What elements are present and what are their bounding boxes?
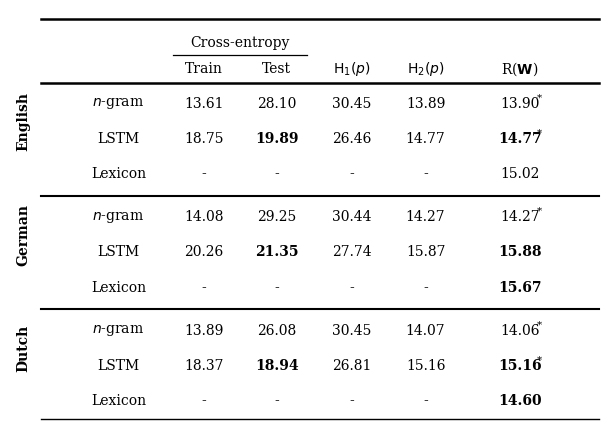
Text: 13.61: 13.61 [184,97,223,111]
Text: 13.89: 13.89 [406,97,445,111]
Text: -: - [201,394,206,408]
Text: *: * [537,94,542,102]
Text: 14.77: 14.77 [498,132,542,146]
Text: -: - [423,167,428,181]
Text: -: - [201,281,206,295]
Text: -: - [349,167,354,181]
Text: 28.10: 28.10 [257,97,296,111]
Text: 14.07: 14.07 [406,324,446,338]
Text: 20.26: 20.26 [184,246,223,259]
Text: 26.81: 26.81 [332,359,371,373]
Text: -: - [423,281,428,295]
Text: *: * [537,129,542,138]
Text: Test: Test [262,62,291,76]
Text: $n$-gram: $n$-gram [92,210,145,224]
Text: $n$-gram: $n$-gram [92,96,145,111]
Text: Lexicon: Lexicon [91,167,146,181]
Text: -: - [274,394,279,408]
Text: *: * [537,207,542,216]
Text: 18.75: 18.75 [184,132,223,146]
Text: LSTM: LSTM [97,132,140,146]
Text: 19.89: 19.89 [255,132,299,146]
Text: 18.37: 18.37 [184,359,223,373]
Text: $n$-gram: $n$-gram [92,323,145,338]
Text: LSTM: LSTM [97,359,140,373]
Text: LSTM: LSTM [97,246,140,259]
Text: -: - [274,281,279,295]
Text: 14.27: 14.27 [500,210,540,224]
Text: 13.90: 13.90 [500,97,539,111]
Text: 14.08: 14.08 [184,210,223,224]
Text: 15.87: 15.87 [406,246,445,259]
Text: Dutch: Dutch [16,325,30,372]
Text: Cross-entropy: Cross-entropy [190,36,290,50]
Text: 15.02: 15.02 [500,167,539,181]
Text: 15.88: 15.88 [498,246,542,259]
Text: 13.89: 13.89 [184,324,223,338]
Text: 27.74: 27.74 [331,246,371,259]
Text: Lexicon: Lexicon [91,394,146,408]
Text: $\mathrm{H}_1(p)$: $\mathrm{H}_1(p)$ [333,60,370,78]
Text: $\mathrm{H}_2(p)$: $\mathrm{H}_2(p)$ [407,60,444,78]
Text: *: * [537,356,542,365]
Text: -: - [349,394,354,408]
Text: 26.46: 26.46 [332,132,371,146]
Text: 15.16: 15.16 [406,359,445,373]
Text: 14.27: 14.27 [406,210,446,224]
Text: 14.06: 14.06 [500,324,539,338]
Text: 14.60: 14.60 [498,394,542,408]
Text: 18.94: 18.94 [255,359,299,373]
Text: 29.25: 29.25 [257,210,296,224]
Text: Train: Train [185,62,223,76]
Text: 30.45: 30.45 [332,97,371,111]
Text: *: * [537,321,542,329]
Text: 26.08: 26.08 [257,324,296,338]
Text: German: German [16,204,30,266]
Text: 14.77: 14.77 [406,132,446,146]
Text: 30.44: 30.44 [332,210,371,224]
Text: -: - [349,281,354,295]
Text: Lexicon: Lexicon [91,281,146,295]
Text: 21.35: 21.35 [255,246,299,259]
Text: English: English [16,92,30,151]
Text: R($\mathbf{W}$): R($\mathbf{W}$) [501,60,539,78]
Text: 15.16: 15.16 [498,359,542,373]
Text: -: - [423,394,428,408]
Text: 30.45: 30.45 [332,324,371,338]
Text: 15.67: 15.67 [498,281,542,295]
Text: -: - [274,167,279,181]
Text: -: - [201,167,206,181]
